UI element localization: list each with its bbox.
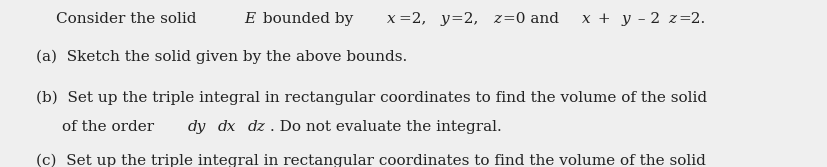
Text: (a)  Sketch the solid given by the above bounds.: (a) Sketch the solid given by the above … [36,50,407,64]
Text: =2,: =2, [451,12,483,26]
Text: y: y [440,12,448,26]
Text: x: x [581,12,590,26]
Text: dz: dz [247,120,265,134]
Text: =2,: =2, [398,12,430,26]
Text: +: + [592,12,614,26]
Text: bounded by: bounded by [258,12,358,26]
Text: =2.: =2. [677,12,705,26]
Text: Consider the solid: Consider the solid [56,12,202,26]
Text: of the order: of the order [62,120,159,134]
Text: x: x [387,12,395,26]
Text: dx: dx [217,120,236,134]
Text: (c)  Set up the triple integral in rectangular coordinates to find the volume of: (c) Set up the triple integral in rectan… [36,154,710,167]
Text: – 2: – 2 [633,12,659,26]
Text: z: z [492,12,500,26]
Text: =0 and: =0 and [503,12,563,26]
Text: (b)  Set up the triple integral in rectangular coordinates to find the volume of: (b) Set up the triple integral in rectan… [36,90,711,105]
Text: dy: dy [187,120,205,134]
Text: . Do not evaluate the integral.: . Do not evaluate the integral. [270,120,501,134]
Text: E: E [244,12,255,26]
Text: y: y [621,12,630,26]
Text: z: z [667,12,676,26]
